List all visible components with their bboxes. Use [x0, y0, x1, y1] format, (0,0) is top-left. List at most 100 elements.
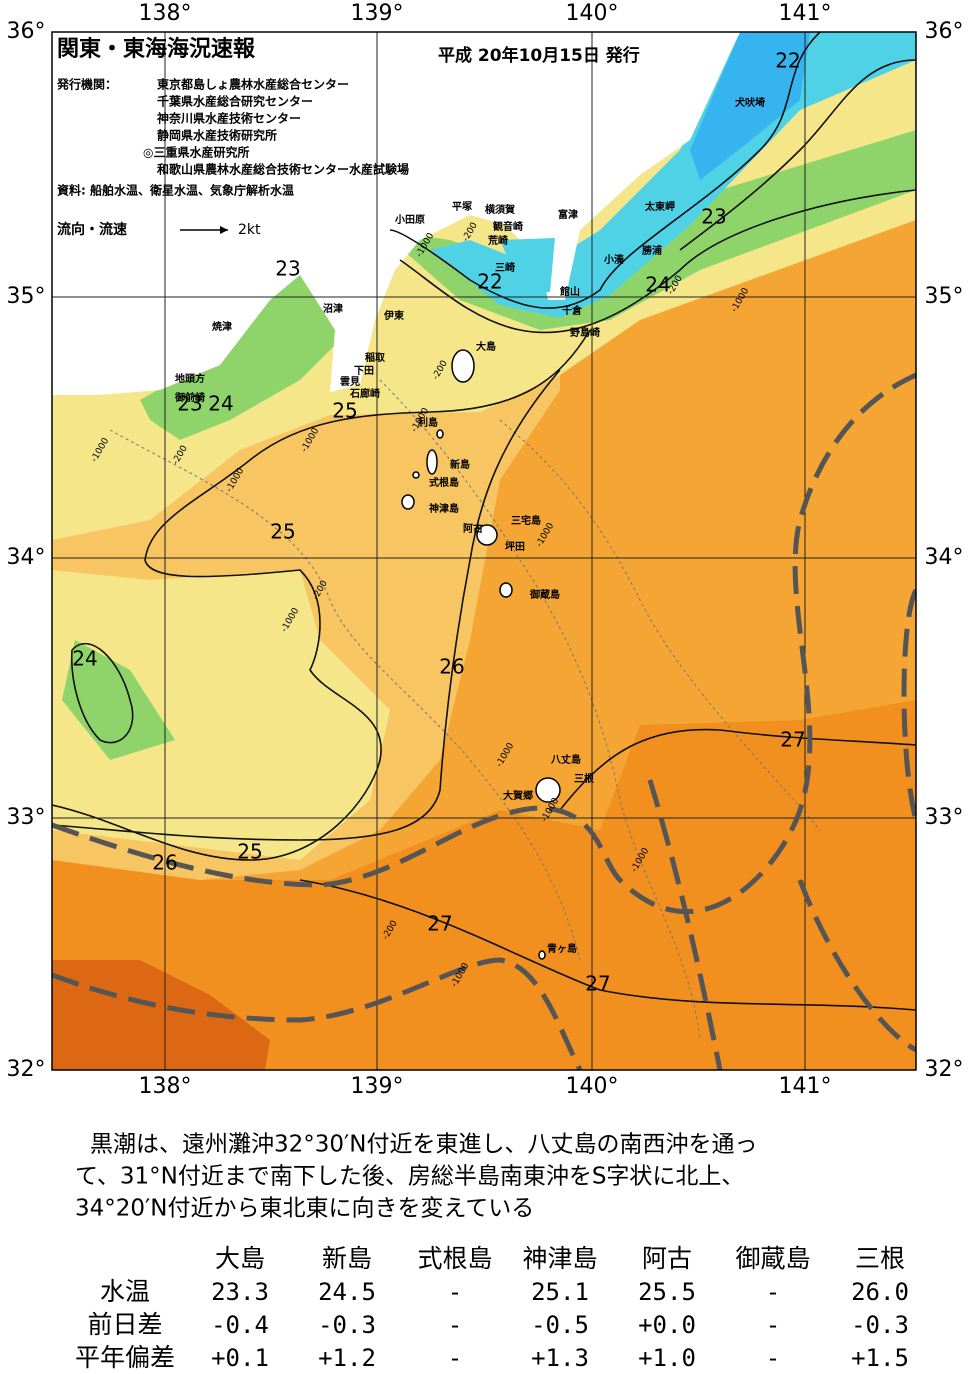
lat-label: 34° — [7, 545, 46, 570]
place-name: 荒崎 — [487, 234, 508, 247]
table-cell: -0.3 — [318, 1311, 376, 1339]
isotherm-label: 23 — [701, 205, 726, 229]
lat-label: 32° — [925, 1057, 964, 1082]
lat-label: 36° — [7, 19, 46, 44]
place-name: 観音崎 — [493, 220, 523, 233]
map-area — [52, 32, 916, 1070]
table-cell: +1.2 — [318, 1344, 376, 1372]
table-header: 阿古 — [642, 1244, 692, 1273]
isotherm-label: 24 — [208, 392, 233, 416]
place-name: 御前崎 — [174, 391, 205, 404]
place-name: 阿古 — [463, 522, 483, 535]
table-cell: - — [448, 1278, 462, 1306]
place-name: 三宅島 — [511, 514, 541, 527]
table-cell: - — [448, 1311, 462, 1339]
grid — [52, 32, 916, 1070]
table-row-label: 水温 — [100, 1277, 150, 1306]
description-line: 34°20′N付近から東北東に向きを変えている — [75, 1196, 534, 1222]
place-name: 太東岬 — [644, 200, 675, 213]
isotherm-label: 25 — [270, 520, 295, 544]
lat-label: 32° — [7, 1057, 46, 1082]
table-cell: +1.5 — [851, 1344, 909, 1372]
table-cell: - — [766, 1278, 780, 1306]
place-name: 八丈島 — [550, 753, 581, 766]
place-name: 利島 — [418, 416, 438, 429]
isotherm-label: 23 — [275, 257, 300, 281]
table-cell: +0.1 — [211, 1344, 269, 1372]
source: 資料: 船舶水温、衛星水温、気象庁解析水温 — [57, 183, 294, 198]
place-name: 野島崎 — [570, 326, 600, 339]
isotherm-label: 26 — [439, 655, 464, 679]
islands — [401, 349, 561, 960]
lat-label: 34° — [925, 545, 964, 570]
place-name: 御蔵島 — [529, 588, 560, 601]
isotherm-label: 26 — [152, 851, 177, 875]
lat-label: 35° — [925, 284, 964, 309]
place-name: 小田原 — [394, 213, 425, 226]
table-cell: 26.0 — [851, 1278, 909, 1306]
lon-label: 138° — [139, 1, 192, 26]
place-name: 千倉 — [562, 304, 583, 317]
isotherm-label: 27 — [427, 912, 452, 936]
lon-label: 139° — [351, 1, 404, 26]
flow-scale: 2kt — [238, 222, 261, 238]
place-name: 下田 — [354, 365, 374, 377]
sst-zone — [52, 960, 270, 1070]
table-header: 三根 — [855, 1244, 905, 1273]
place-name: 犬吠埼 — [735, 96, 765, 109]
place-name: 坪田 — [505, 540, 525, 553]
place-name: 式根島 — [429, 476, 459, 489]
table-cell: -0.3 — [851, 1311, 909, 1339]
table-cell: - — [766, 1311, 780, 1339]
table-row-label: 前日差 — [87, 1310, 162, 1339]
table-cell: 23.3 — [211, 1278, 269, 1306]
place-name: 稲取 — [365, 351, 386, 364]
issuer: ◎三重県水産研究所 — [143, 145, 249, 160]
issuer-label: 発行機関： — [56, 77, 117, 92]
place-name: 横須賀 — [485, 203, 515, 216]
sst-zone — [690, 32, 810, 180]
table-header: 御蔵島 — [735, 1244, 810, 1273]
isotherm-label: 25 — [332, 399, 357, 423]
lon-label: 141° — [779, 1074, 832, 1099]
sst-zone — [62, 640, 175, 760]
flow-scale-arrowhead — [220, 226, 228, 234]
isotherm-label: 27 — [585, 972, 610, 996]
place-name: 沼津 — [323, 302, 343, 315]
place-name: 伊東 — [383, 309, 404, 322]
place-name: 大賀郷 — [503, 789, 533, 802]
table-cell: +1.0 — [638, 1344, 696, 1372]
table-cell: - — [448, 1344, 462, 1372]
isotherm-label: 22 — [477, 270, 502, 294]
place-name: 三崎 — [495, 261, 515, 274]
title: 関東・東海海況速報 — [57, 36, 256, 62]
table-cell: 25.5 — [638, 1278, 696, 1306]
table-row-label: 平年偏差 — [75, 1343, 175, 1372]
lon-label: 138° — [139, 1074, 192, 1099]
lon-label: 139° — [351, 1074, 404, 1099]
lon-label: 140° — [566, 1, 619, 26]
table-header: 新島 — [322, 1244, 372, 1273]
isobaths — [109, 379, 821, 1041]
land — [52, 32, 740, 395]
place-name: 平塚 — [452, 200, 472, 213]
kuroshio-axis — [52, 372, 916, 1070]
place-name: 館山 — [559, 285, 580, 298]
isotherms — [52, 32, 916, 1011]
place-name: 勝浦 — [642, 244, 662, 257]
issuer: 静岡県水産技術研究所 — [157, 128, 277, 143]
place-name: 石廊崎 — [349, 387, 380, 400]
table-cell: -0.4 — [211, 1311, 269, 1339]
lat-label: 33° — [7, 805, 46, 830]
isotherm-label: 22 — [775, 49, 800, 73]
table-header: 式根島 — [417, 1244, 492, 1273]
lon-label: 140° — [566, 1074, 619, 1099]
isotherm-label: 25 — [237, 840, 262, 864]
sst-zone — [140, 265, 340, 440]
place-name: 富津 — [558, 208, 578, 221]
table-cell: - — [766, 1344, 780, 1372]
lat-label: 33° — [925, 805, 964, 830]
table-header: 神津島 — [522, 1244, 597, 1273]
